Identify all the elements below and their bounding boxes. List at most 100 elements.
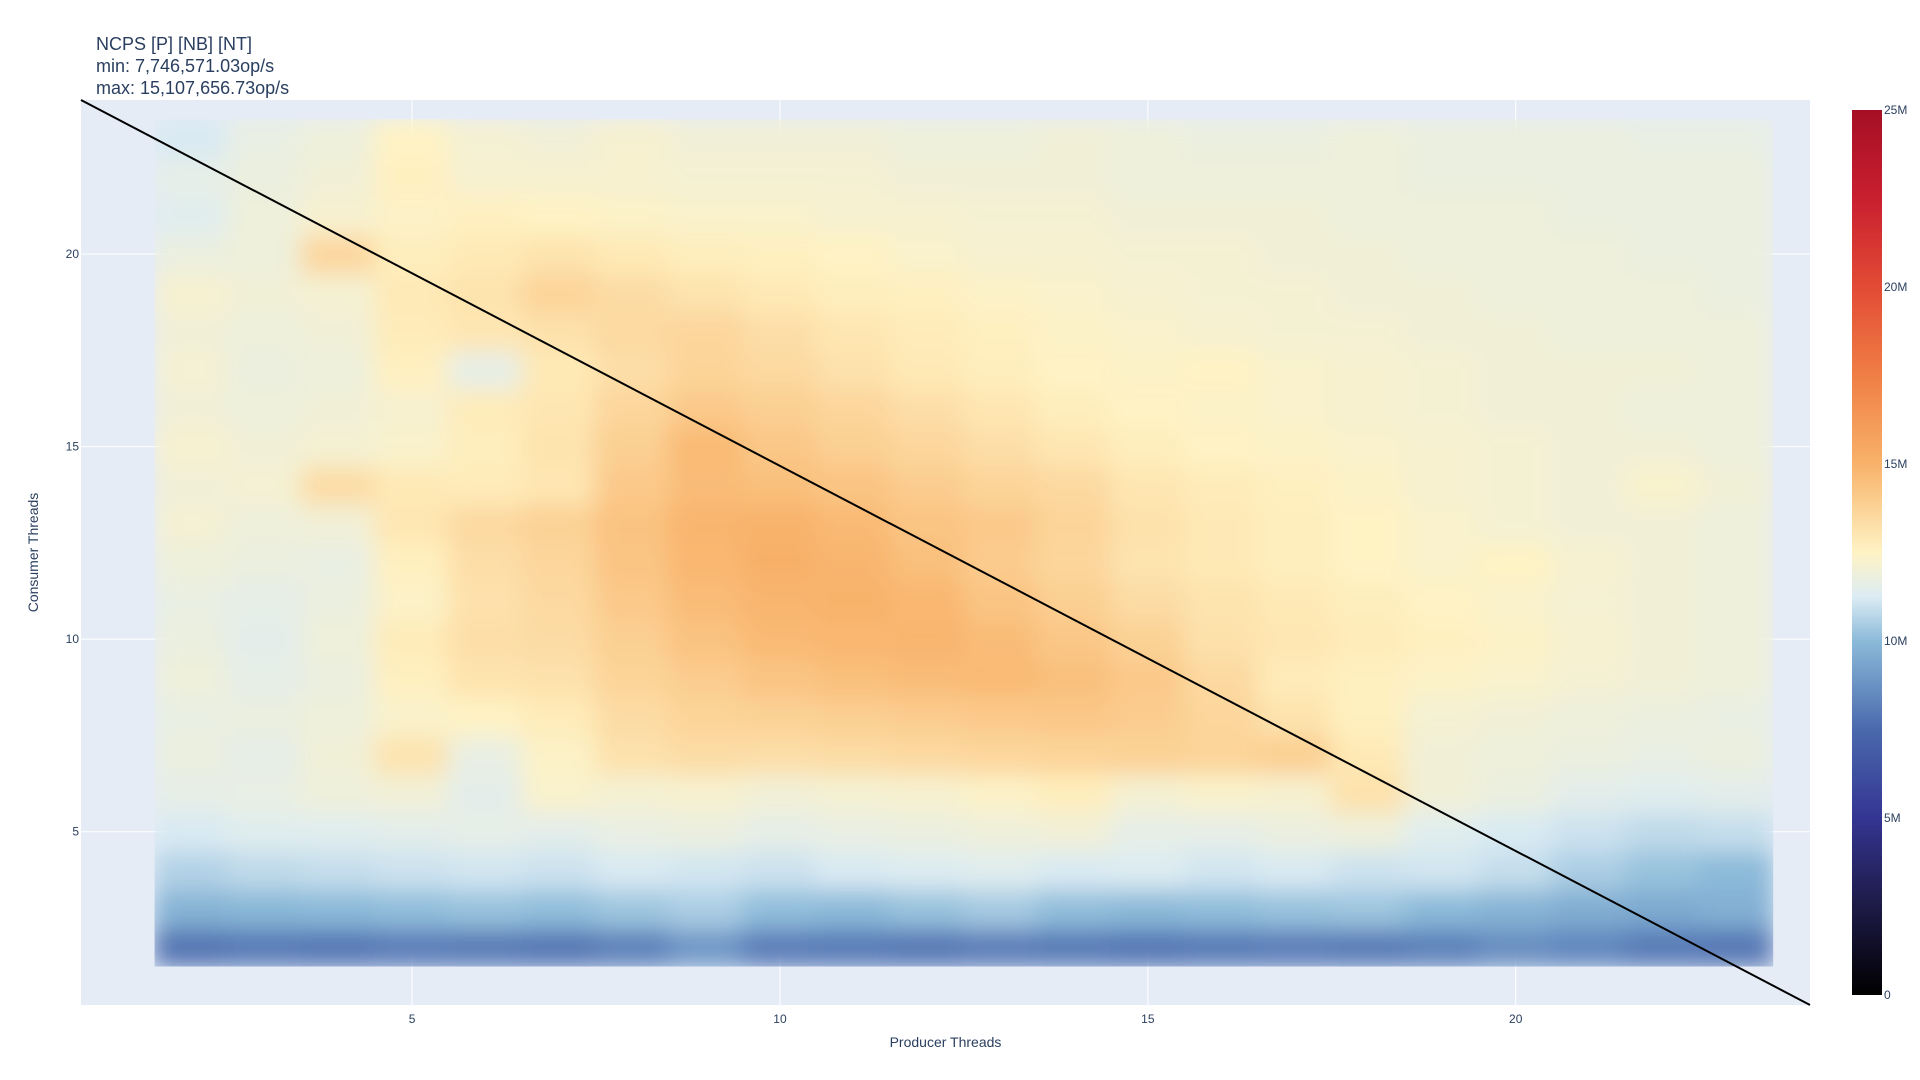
heatmap-cell — [1036, 310, 1113, 352]
heatmap-cell — [668, 119, 745, 159]
heatmap-cell — [300, 349, 377, 390]
colorbar-tick-label: 5M — [1884, 811, 1901, 825]
heatmap-cell — [1625, 657, 1701, 698]
heatmap-cell — [1036, 233, 1113, 275]
heatmap-cell — [374, 503, 450, 544]
heatmap-cell — [1183, 772, 1260, 814]
heatmap-cell — [815, 503, 892, 544]
heatmap-cell — [742, 464, 818, 506]
heatmap-cell — [1110, 156, 1186, 198]
heatmap-cell — [1625, 195, 1701, 236]
heatmap-cell — [1698, 695, 1774, 737]
heatmap-cell — [1330, 541, 1407, 583]
heatmap-cell — [1698, 272, 1774, 313]
heatmap-cell — [227, 233, 303, 275]
heatmap-cell — [1698, 503, 1774, 544]
heatmap-cell — [742, 272, 818, 313]
heatmap-cell — [300, 272, 377, 313]
heatmap-cell — [1183, 119, 1260, 159]
heatmap-cell — [1477, 195, 1554, 236]
heatmap-cell — [1110, 195, 1186, 236]
heatmap-cell — [1183, 195, 1260, 236]
heatmap-cell — [742, 772, 818, 814]
heatmap-cell — [227, 849, 303, 891]
heatmap-cell — [300, 195, 377, 236]
heatmap-cell — [1698, 119, 1774, 159]
heatmap-cell — [1330, 195, 1407, 236]
heatmap-cell — [1257, 888, 1333, 929]
heatmap-cell — [815, 926, 892, 967]
heatmap-cell — [1183, 233, 1260, 275]
heatmap-cell — [815, 156, 892, 198]
heatmap-cell — [521, 849, 598, 891]
heatmap-cell — [595, 541, 671, 583]
heatmap-cell — [742, 657, 818, 698]
heatmap-cell — [1551, 695, 1628, 737]
heatmap-cell — [1330, 657, 1407, 698]
heatmap-cell — [374, 233, 450, 275]
heatmap-cell — [1698, 464, 1774, 506]
x-axis-ticks: 5 10 15 20 — [409, 1012, 1523, 1026]
heatmap-cell — [1036, 811, 1113, 852]
heatmap-cell — [962, 310, 1039, 352]
heatmap-cell — [1257, 272, 1333, 313]
heatmap-cell — [1698, 811, 1774, 852]
heatmap-cell — [1698, 580, 1774, 621]
heatmap-cell — [1404, 426, 1480, 467]
heatmap-cell — [447, 272, 524, 313]
heatmap-cell — [1698, 618, 1774, 660]
heatmap-cell — [227, 811, 303, 852]
heatmap-cell — [447, 233, 524, 275]
heatmap-cell — [889, 657, 965, 698]
heatmap-cell — [1110, 772, 1186, 814]
heatmap-cell — [1625, 156, 1701, 198]
heatmap-cell — [1036, 888, 1113, 929]
heatmap-cell — [1698, 849, 1774, 891]
heatmap-cell — [742, 195, 818, 236]
heatmap-cell — [1110, 695, 1186, 737]
heatmap-cell — [1330, 272, 1407, 313]
heatmap-cell — [1404, 387, 1480, 429]
heatmap-cell — [227, 580, 303, 621]
colorbar — [1852, 110, 1882, 995]
heatmap-cell — [889, 695, 965, 737]
heatmap-cell — [668, 772, 745, 814]
heatmap-cell — [962, 272, 1039, 313]
heatmap-cell — [1257, 811, 1333, 852]
heatmap-cell — [300, 541, 377, 583]
heatmap-cell — [447, 387, 524, 429]
heatmap-cell — [668, 387, 745, 429]
heatmap-cell — [374, 888, 450, 929]
heatmap-cell — [374, 310, 450, 352]
heatmap-cell — [1036, 849, 1113, 891]
heatmap-cell — [742, 695, 818, 737]
heatmap-cell — [154, 541, 230, 583]
heatmap-cell — [962, 734, 1039, 775]
heatmap-cell — [227, 926, 303, 967]
heatmap-cell — [1625, 233, 1701, 275]
heatmap-cell — [1625, 387, 1701, 429]
heatmap-cell — [668, 926, 745, 967]
heatmap-cell — [668, 310, 745, 352]
heatmap-cell — [1036, 272, 1113, 313]
heatmap-cell — [227, 734, 303, 775]
heatmap-cell — [1551, 310, 1628, 352]
heatmap-cell — [595, 233, 671, 275]
heatmap-cell — [889, 849, 965, 891]
heatmap-cell — [300, 926, 377, 967]
heatmap-cell — [1404, 195, 1480, 236]
heatmap-cell — [889, 811, 965, 852]
heatmap-cell — [815, 310, 892, 352]
heatmap-cell — [447, 618, 524, 660]
heatmap-cell — [1477, 772, 1554, 814]
heatmap-cell — [815, 426, 892, 467]
heatmap-cell — [1477, 426, 1554, 467]
heatmap-cell — [1110, 541, 1186, 583]
heatmap-cell — [227, 772, 303, 814]
heatmap-cell — [668, 503, 745, 544]
heatmap-cell — [374, 734, 450, 775]
heatmap-cell — [595, 695, 671, 737]
heatmap-cell — [1477, 464, 1554, 506]
heatmap-cell — [742, 119, 818, 159]
heatmap-cell — [1477, 888, 1554, 929]
